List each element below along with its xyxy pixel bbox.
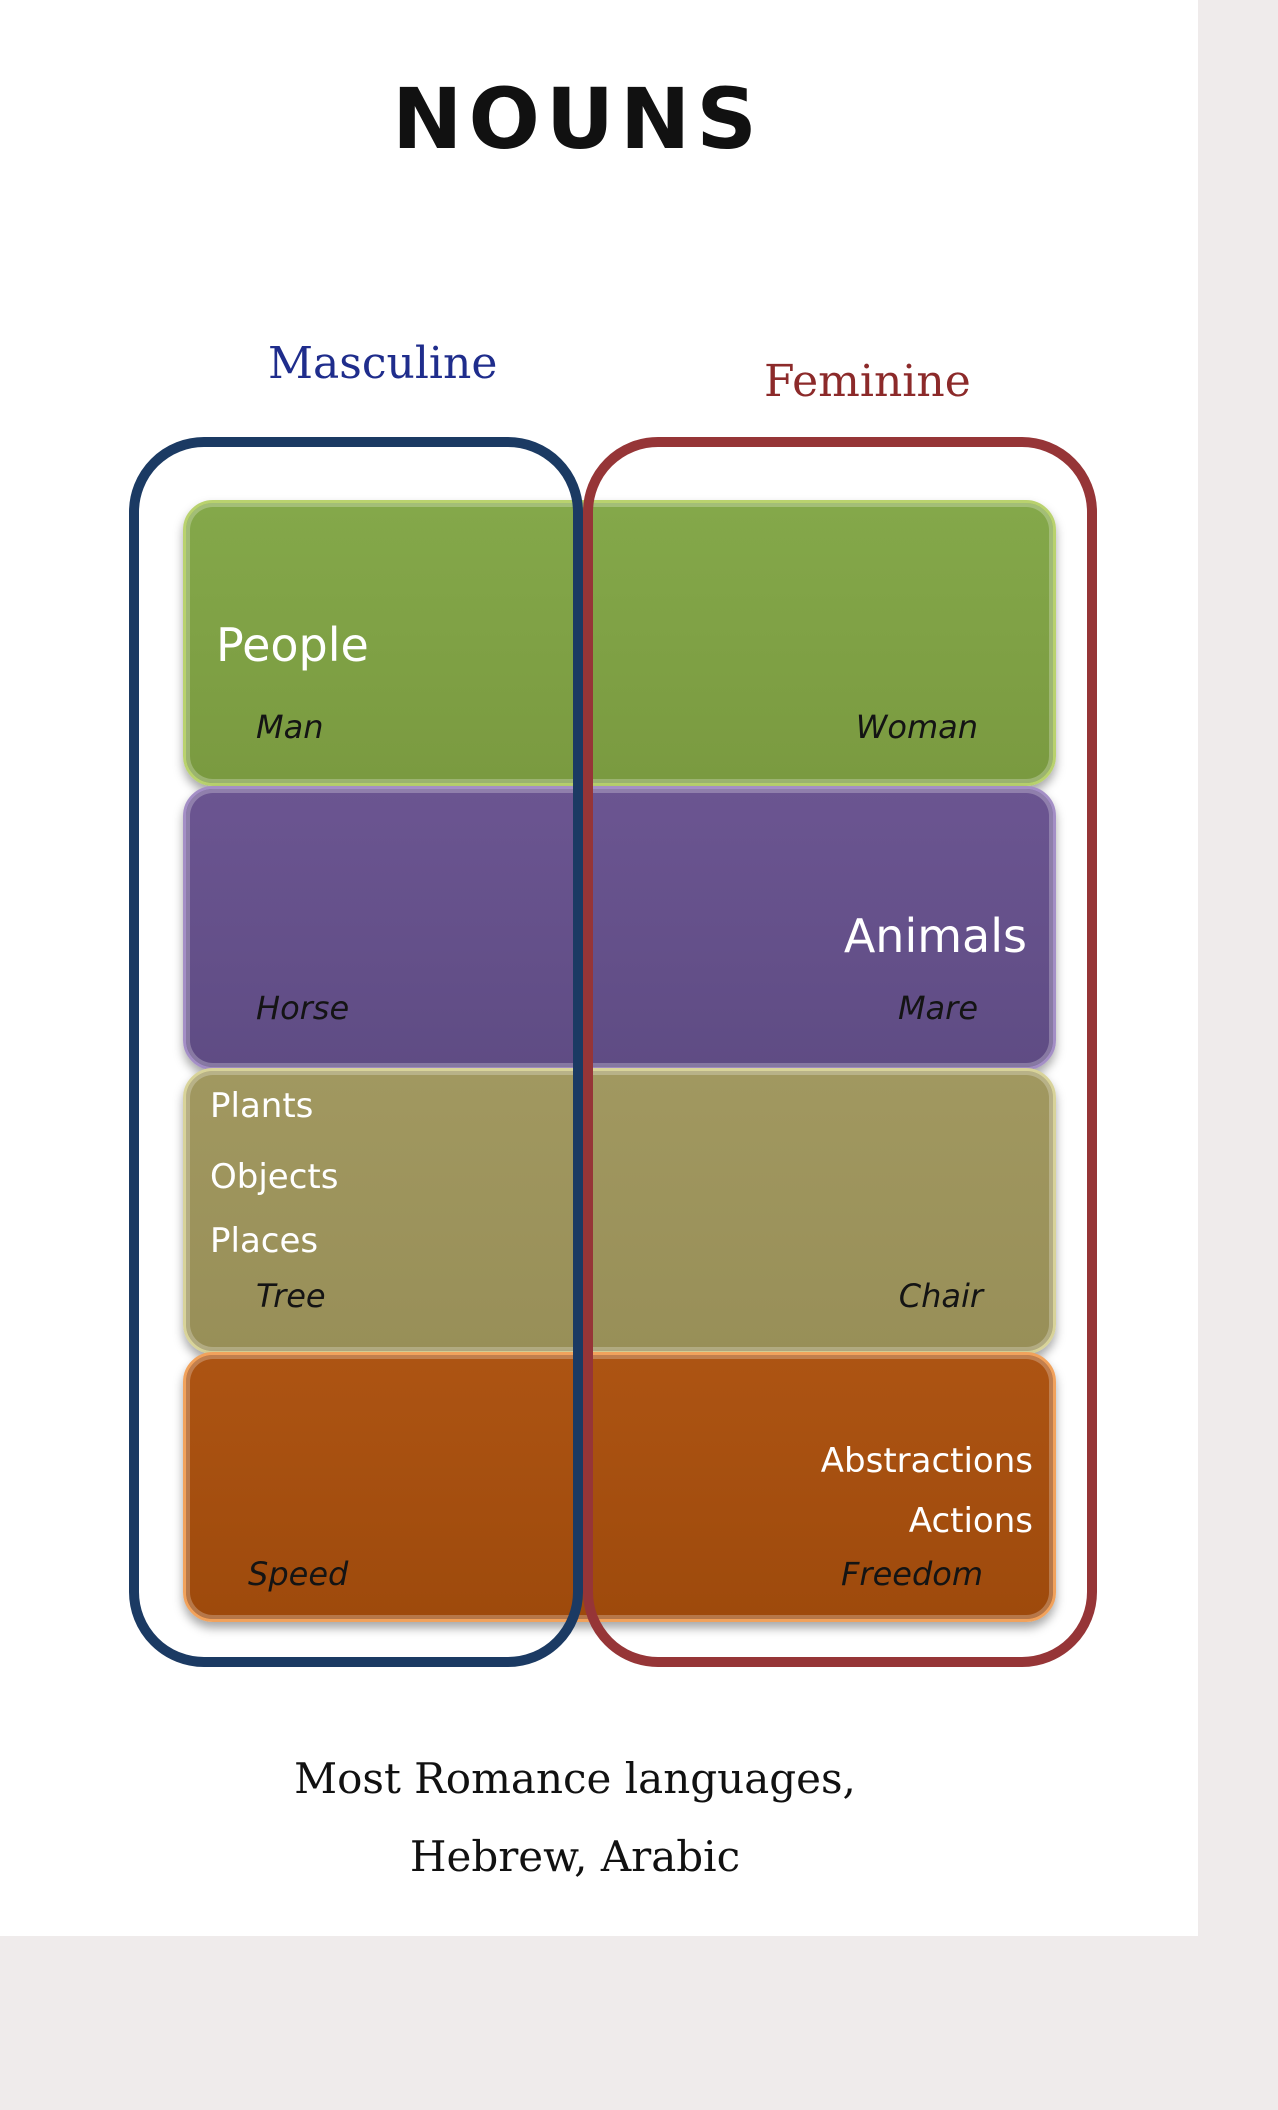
masculine-label: Masculine (268, 338, 498, 389)
example-woman: Woman (855, 708, 978, 746)
example-freedom: Freedom (841, 1555, 983, 1593)
category-band-animals: Animals Horse Mare (183, 786, 1056, 1070)
example-speed: Speed (248, 1555, 349, 1593)
category-band-abstractions-actions: Abstractions Actions Speed Freedom (183, 1352, 1056, 1622)
example-horse: Horse (256, 989, 350, 1027)
example-chair: Chair (898, 1277, 983, 1315)
category-label-actions: Actions (908, 1501, 1033, 1541)
diagram-title: NOUNS (392, 70, 763, 168)
masculine-group-outline (129, 437, 583, 1667)
category-label-objects: Objects (210, 1157, 339, 1197)
example-man: Man (256, 708, 324, 746)
category-label-abstractions: Abstractions (820, 1441, 1033, 1481)
languages-note-line2: Hebrew, Arabic (409, 1832, 741, 1881)
languages-note-line1: Most Romance languages, (294, 1754, 856, 1803)
category-band-plants-objects-places: Plants Objects Places Tree Chair (183, 1068, 1056, 1354)
feminine-group-outline (583, 437, 1097, 1667)
languages-note: Most Romance languages, Hebrew, Arabic (0, 1740, 1150, 1896)
category-label-animals: Animals (843, 909, 1027, 963)
example-mare: Mare (897, 989, 978, 1027)
example-tree: Tree (256, 1277, 326, 1315)
category-label-plants: Plants (210, 1086, 314, 1126)
category-label-places: Places (210, 1221, 319, 1261)
feminine-label: Feminine (764, 356, 971, 407)
category-label-people: People (216, 618, 369, 672)
category-band-people: People Man Woman (183, 500, 1056, 786)
